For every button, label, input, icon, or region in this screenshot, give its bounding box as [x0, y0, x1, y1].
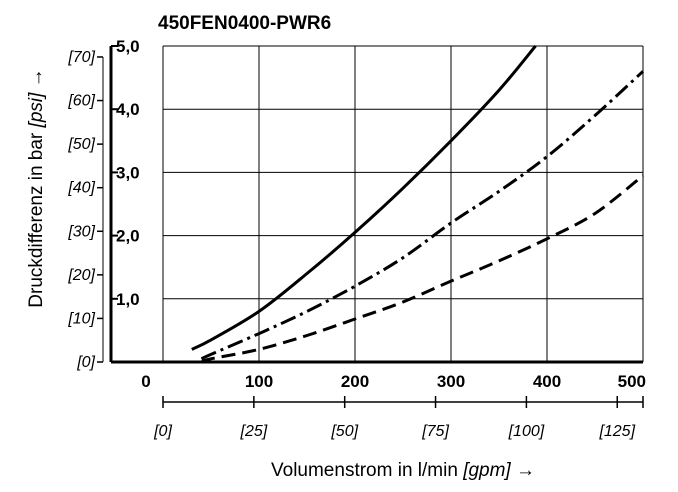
y-tick-label: 5,0: [116, 37, 140, 56]
y-psi-tick-label: [0]: [76, 354, 95, 371]
y-axis-label: Druckdifferenz in bar [psi] →: [26, 68, 47, 307]
x-tick-label: 500: [618, 372, 646, 391]
x-gpm-tick-label: [125]: [598, 423, 635, 440]
grid: [162, 45, 644, 362]
x-gpm-tick-label: [50]: [330, 423, 358, 440]
y-axis-label-text: Druckdifferenz in bar: [26, 132, 47, 308]
x-axis-label: Volumenstrom in l/min [gpm] →: [271, 460, 535, 481]
x-gpm-tick-label: [25]: [240, 423, 268, 440]
y-tick-label: 1,0: [116, 290, 140, 309]
x-axis-label-text: Volumenstrom in l/min: [271, 460, 458, 481]
curves: [191, 45, 645, 364]
y-tick-label: 3,0: [116, 163, 140, 182]
x-axis-unit: [gpm]: [462, 460, 511, 481]
tick-labels: [0] [10] [20] [30] [40] [50] [60] [70] [0] [25] [5…: [67, 37, 646, 440]
y-axis-arrow: →: [26, 68, 47, 87]
x-tick-label: 100: [245, 372, 273, 391]
y-psi-tick-label: [20]: [67, 267, 95, 284]
x-tick-label: 300: [437, 372, 465, 391]
y-psi-tick-label: [10]: [67, 310, 95, 327]
x-gpm-tick-label: [100]: [508, 423, 545, 440]
series-solid-line: [191, 45, 537, 351]
series-dashed-line: [200, 174, 644, 364]
y-psi-tick-label: [60]: [67, 93, 95, 110]
x-tick-label: 400: [533, 372, 561, 391]
y-psi-tick-label: [70]: [67, 49, 95, 66]
y-psi-tick-label: [40]: [67, 180, 95, 197]
y-psi-tick-label: [50]: [67, 136, 95, 153]
y-tick-label: 2,0: [116, 227, 140, 246]
y-psi-tick-label: [30]: [67, 223, 95, 240]
x-gpm-tick-label: [0]: [153, 423, 172, 440]
y-tick-label: 4,0: [116, 100, 140, 119]
x-axis-arrow: →: [516, 460, 535, 481]
series-dash-dot-line: [200, 70, 645, 361]
chart-title: 450FEN0400-PWR6: [158, 13, 331, 34]
x-tick-label: 0: [141, 372, 150, 391]
y-axis-unit: [psi]: [26, 92, 47, 129]
x-gpm-tick-label: [75]: [421, 423, 449, 440]
x-tick-label: 200: [341, 372, 369, 391]
axes: [97, 45, 644, 408]
